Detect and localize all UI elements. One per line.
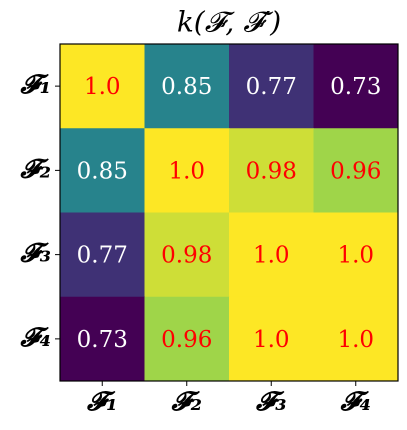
cell-label: 0.85: [161, 74, 212, 100]
heatmap-cell: [229, 128, 314, 213]
y-tick-label: 𝓕₁: [19, 70, 51, 100]
cell-label: 1.0: [253, 327, 290, 353]
heatmap-cell: [313, 212, 399, 298]
heatmap-cell: [60, 296, 145, 382]
cell-label: 1.0: [337, 243, 374, 269]
heatmap-cell: [229, 212, 314, 298]
cell-label: 0.73: [330, 74, 381, 100]
heatmap-cell: [313, 44, 399, 129]
x-tick-label: 𝓕₂: [170, 387, 202, 417]
cell-label: 1.0: [84, 74, 121, 100]
cell-label: 0.96: [330, 158, 381, 184]
heatmap-cell: [229, 44, 314, 129]
heatmap-cell: [60, 44, 145, 129]
cell-label: 1.0: [168, 158, 205, 184]
x-tick-label: 𝓕₁: [86, 387, 118, 417]
cell-label: 0.77: [246, 74, 297, 100]
y-tick-label: 𝓕₂: [19, 154, 51, 184]
heatmap-cell: [144, 128, 230, 213]
heatmap-cell: [144, 296, 230, 382]
cell-label: 0.77: [77, 243, 128, 269]
heatmap-cell: [144, 212, 230, 298]
plot-frame: [59, 43, 399, 382]
cell-label: 0.98: [246, 158, 297, 184]
cell-label: 0.85: [77, 158, 128, 184]
x-tick-label: 𝓕₃: [255, 387, 287, 417]
heatmap-cell: [60, 128, 145, 213]
x-tick-label: 𝓕₄: [339, 387, 371, 417]
heatmap-cell: [60, 212, 145, 298]
cell-label: 0.98: [161, 243, 212, 269]
heatmap-cell: [313, 296, 399, 382]
chart-title: k(𝓕, 𝓕′): [177, 6, 281, 39]
y-tick-label: 𝓕₃: [19, 239, 51, 269]
cell-label: 1.0: [253, 243, 290, 269]
cell-label: 0.73: [77, 327, 128, 353]
heatmap-cell: [229, 296, 314, 382]
heatmap-cell: [144, 44, 230, 129]
heatmap-cell: [313, 128, 399, 213]
cell-label: 1.0: [337, 327, 374, 353]
y-tick-label: 𝓕₄: [19, 323, 51, 353]
cell-label: 0.96: [161, 327, 212, 353]
